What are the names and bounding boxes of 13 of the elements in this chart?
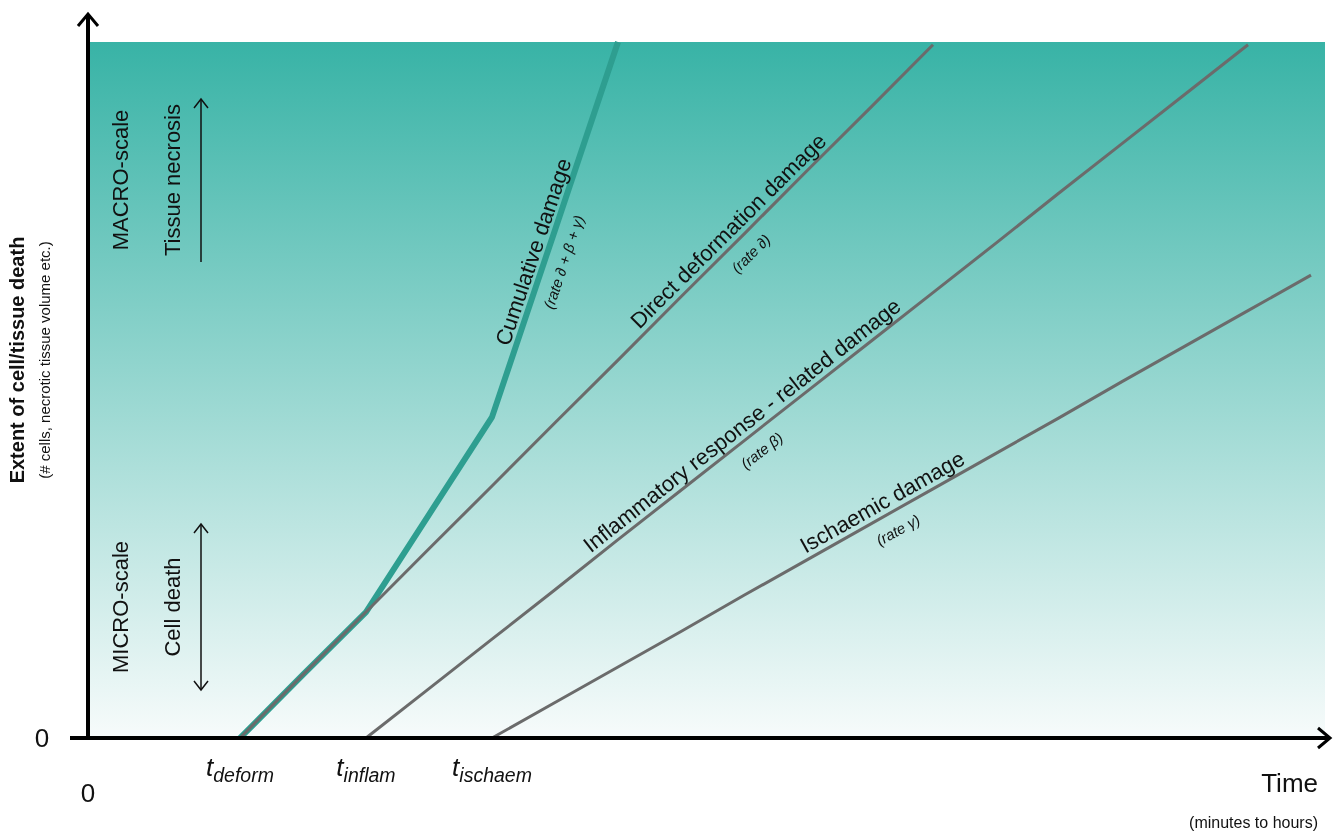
text: Tissue necrosis [160, 103, 185, 257]
text: MICRO-scale [108, 540, 133, 674]
x-axis-title: Time [1261, 768, 1318, 798]
text: 0 [80, 778, 96, 808]
text: Extent of cell/tissue death [6, 236, 28, 484]
text: Cell death [160, 557, 185, 657]
text: MACRO-scale [108, 109, 133, 251]
text: (# cells, necrotic tissue volume etc.) [36, 241, 53, 479]
text: 0 [34, 723, 50, 753]
x-tick-label: t$_{deform}$ [206, 752, 274, 786]
x-tick-label: t$_{ischaem}$ [452, 752, 532, 786]
x-tick-label: t$_{inflam}$ [336, 752, 396, 786]
text: (minutes to hours) [1189, 814, 1318, 831]
